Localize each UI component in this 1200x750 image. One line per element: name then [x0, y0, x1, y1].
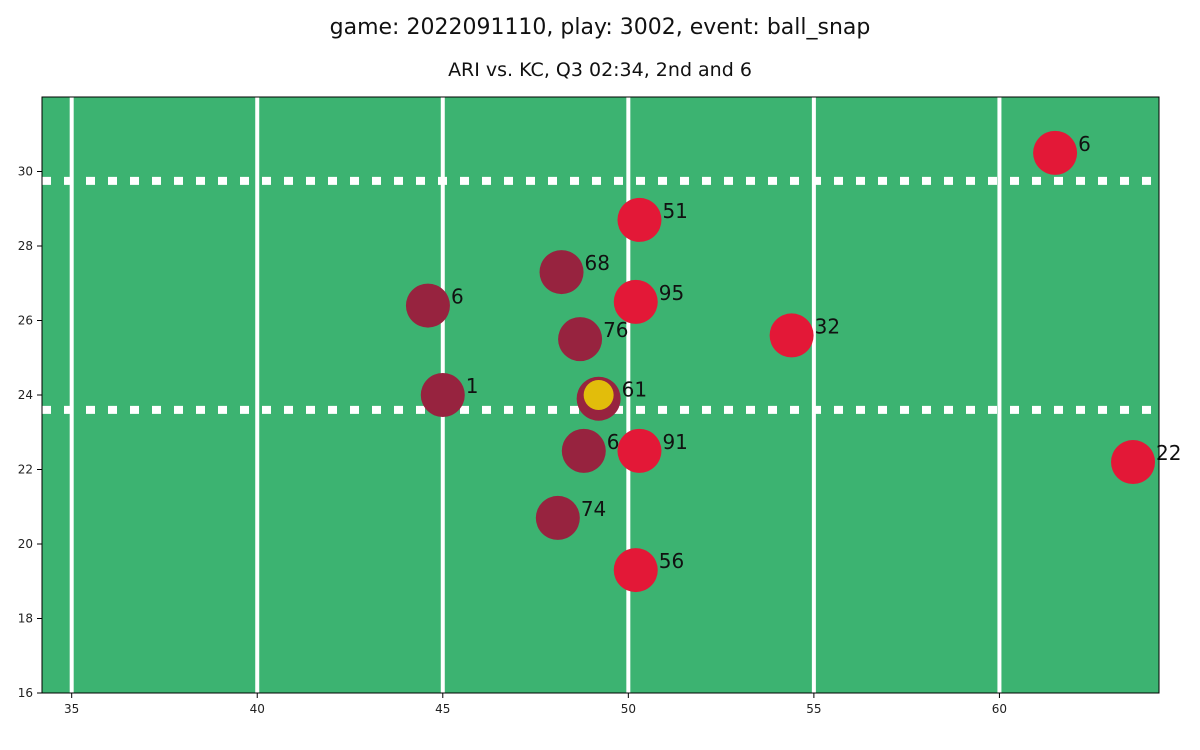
- away-player-marker: [617, 197, 662, 242]
- home-player-marker: [561, 428, 606, 473]
- y-tick-label: 16: [18, 686, 33, 700]
- x-tick-label: 45: [435, 702, 450, 716]
- away-player-label: 6: [1078, 132, 1091, 156]
- y-tick-label: 18: [18, 612, 33, 626]
- chart-subtitle: ARI vs. KC, Q3 02:34, 2nd and 6: [448, 59, 752, 81]
- away-player-label: 91: [662, 430, 687, 454]
- x-tick-label: 50: [621, 702, 636, 716]
- football-marker: [583, 380, 614, 410]
- away-player-marker: [769, 313, 814, 358]
- away-player-marker: [1033, 130, 1078, 175]
- y-tick-label: 26: [18, 314, 33, 328]
- chart-title: game: 2022091110, play: 3002, event: bal…: [330, 15, 871, 40]
- x-tick-label: 55: [806, 702, 821, 716]
- home-player-marker: [558, 317, 603, 362]
- away-player-marker: [617, 428, 662, 473]
- ball-layer: [583, 380, 614, 410]
- players: 6168766164746519532912256: [405, 130, 1181, 593]
- home-player-label: 61: [622, 378, 647, 402]
- x-tick-label: 60: [992, 702, 1007, 716]
- away-player-label: 95: [659, 281, 684, 305]
- x-tick-label: 40: [250, 702, 265, 716]
- home-player-marker: [539, 250, 584, 295]
- home-player-label: 68: [585, 251, 610, 275]
- home-player-marker: [535, 495, 580, 540]
- plot-frame: [41, 96, 1160, 694]
- home-player-marker: [420, 373, 465, 417]
- home-player-label: 1: [466, 374, 479, 398]
- away-player-marker: [613, 279, 658, 324]
- y-tick-label: 28: [18, 239, 33, 253]
- away-player-label: 56: [659, 549, 684, 573]
- y-tick-label: 24: [18, 388, 33, 402]
- y-tick-label: 20: [18, 537, 33, 551]
- away-player-marker: [613, 548, 658, 593]
- away-player-label: 32: [815, 314, 840, 338]
- away-player-marker: [1111, 440, 1156, 485]
- home-player-label: 6: [451, 285, 464, 309]
- x-tick-label: 35: [64, 702, 79, 716]
- home-player-label: 76: [603, 318, 628, 342]
- home-player-label: 74: [581, 497, 606, 521]
- home-player-marker: [405, 283, 450, 328]
- away-player-label: 22: [1156, 441, 1181, 465]
- y-tick-label: 22: [18, 463, 33, 477]
- y-tick-label: 30: [18, 165, 33, 179]
- away-player-label: 51: [662, 199, 687, 223]
